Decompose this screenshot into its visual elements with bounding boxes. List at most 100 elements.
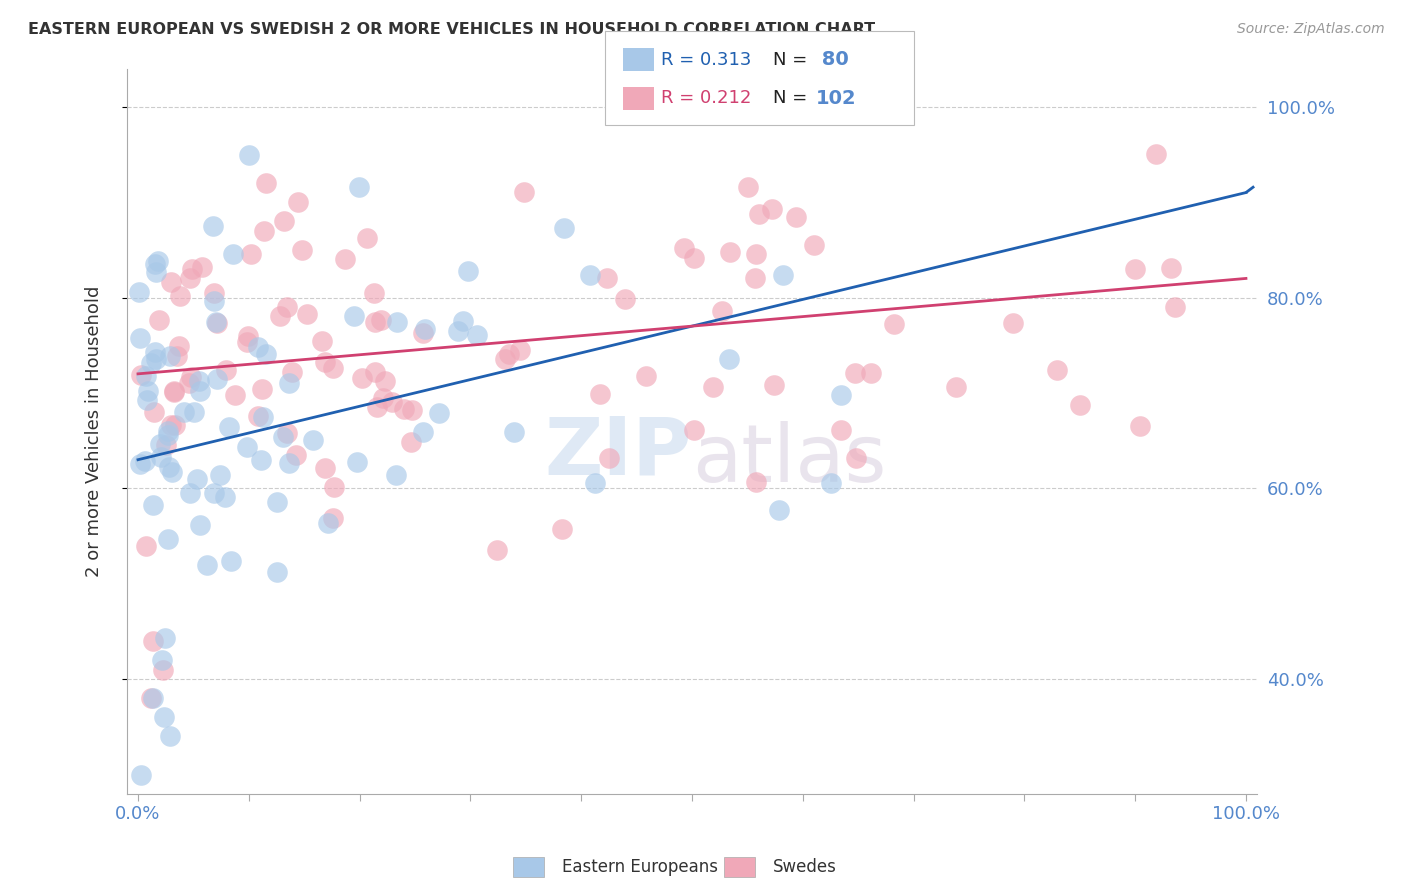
Point: [374, 374, 396, 388]
Point: [1069, 398, 1091, 412]
Text: N =: N =: [773, 89, 807, 107]
Point: [682, 251, 704, 265]
Point: [273, 214, 295, 228]
Point: [129, 331, 152, 345]
Point: [465, 327, 488, 342]
Point: [413, 321, 436, 335]
Point: [159, 730, 181, 744]
Point: [224, 388, 246, 402]
Point: [152, 663, 174, 677]
Point: [498, 347, 520, 361]
Point: [385, 468, 408, 483]
Point: [502, 425, 524, 439]
Point: [155, 437, 177, 451]
Point: [447, 324, 470, 338]
Point: [1002, 316, 1025, 330]
Point: [745, 247, 768, 261]
Point: [202, 219, 225, 233]
Point: [333, 252, 356, 266]
Text: N =: N =: [773, 51, 807, 69]
Point: [149, 437, 172, 451]
Point: [613, 292, 636, 306]
Point: [191, 260, 214, 275]
Point: [718, 245, 741, 260]
Point: [316, 516, 339, 531]
Point: [145, 351, 167, 366]
Point: [131, 368, 153, 382]
Point: [295, 307, 318, 321]
Point: [785, 210, 807, 224]
Point: [134, 454, 156, 468]
Point: [311, 334, 333, 348]
Point: [205, 316, 228, 330]
Point: [277, 376, 299, 391]
Point: [179, 486, 201, 500]
Point: [236, 440, 259, 454]
Point: [222, 247, 245, 261]
Point: [181, 262, 204, 277]
Point: [159, 350, 181, 364]
Point: [166, 349, 188, 363]
Point: [188, 517, 211, 532]
Point: [202, 486, 225, 500]
Text: ZIP: ZIP: [544, 414, 692, 491]
Point: [143, 258, 166, 272]
Point: [180, 370, 202, 384]
Point: [250, 453, 273, 467]
Point: [401, 403, 423, 417]
Point: [682, 423, 704, 437]
Text: R = 0.212: R = 0.212: [661, 89, 751, 107]
Text: R = 0.313: R = 0.313: [661, 51, 751, 69]
Point: [173, 404, 195, 418]
Point: [845, 450, 868, 465]
Point: [129, 767, 152, 781]
Point: [246, 340, 269, 354]
Point: [553, 220, 575, 235]
Point: [768, 502, 790, 516]
Text: 80: 80: [815, 50, 849, 70]
Point: [202, 286, 225, 301]
Point: [221, 553, 243, 567]
Point: [207, 371, 229, 385]
Point: [737, 179, 759, 194]
Point: [1144, 147, 1167, 161]
Point: [150, 653, 173, 667]
Point: [129, 458, 152, 472]
Point: [718, 351, 741, 366]
Point: [457, 264, 479, 278]
Point: [412, 425, 434, 439]
Point: [1164, 300, 1187, 314]
Point: [1129, 418, 1152, 433]
Text: Eastern Europeans: Eastern Europeans: [562, 858, 718, 876]
Point: [142, 498, 165, 512]
Point: [356, 231, 378, 245]
Point: [183, 405, 205, 419]
Point: [160, 275, 183, 289]
Point: [302, 433, 325, 447]
Point: [323, 480, 346, 494]
Point: [250, 382, 273, 396]
Point: [163, 384, 186, 399]
Point: [157, 532, 180, 546]
Point: [135, 393, 157, 408]
Point: [142, 405, 165, 419]
Point: [343, 309, 366, 323]
Point: [246, 409, 269, 424]
Point: [494, 352, 516, 367]
Point: [945, 380, 967, 394]
Point: [195, 558, 218, 573]
Text: Source: ZipAtlas.com: Source: ZipAtlas.com: [1237, 22, 1385, 37]
Point: [153, 710, 176, 724]
Point: [214, 490, 236, 504]
Point: [254, 176, 277, 190]
Point: [710, 304, 733, 318]
Point: [169, 289, 191, 303]
Point: [177, 376, 200, 391]
Point: [252, 409, 274, 424]
Point: [830, 423, 852, 437]
Point: [215, 363, 238, 377]
Point: [385, 315, 408, 329]
Point: [149, 450, 172, 465]
Point: [820, 476, 842, 491]
Point: [579, 268, 602, 282]
